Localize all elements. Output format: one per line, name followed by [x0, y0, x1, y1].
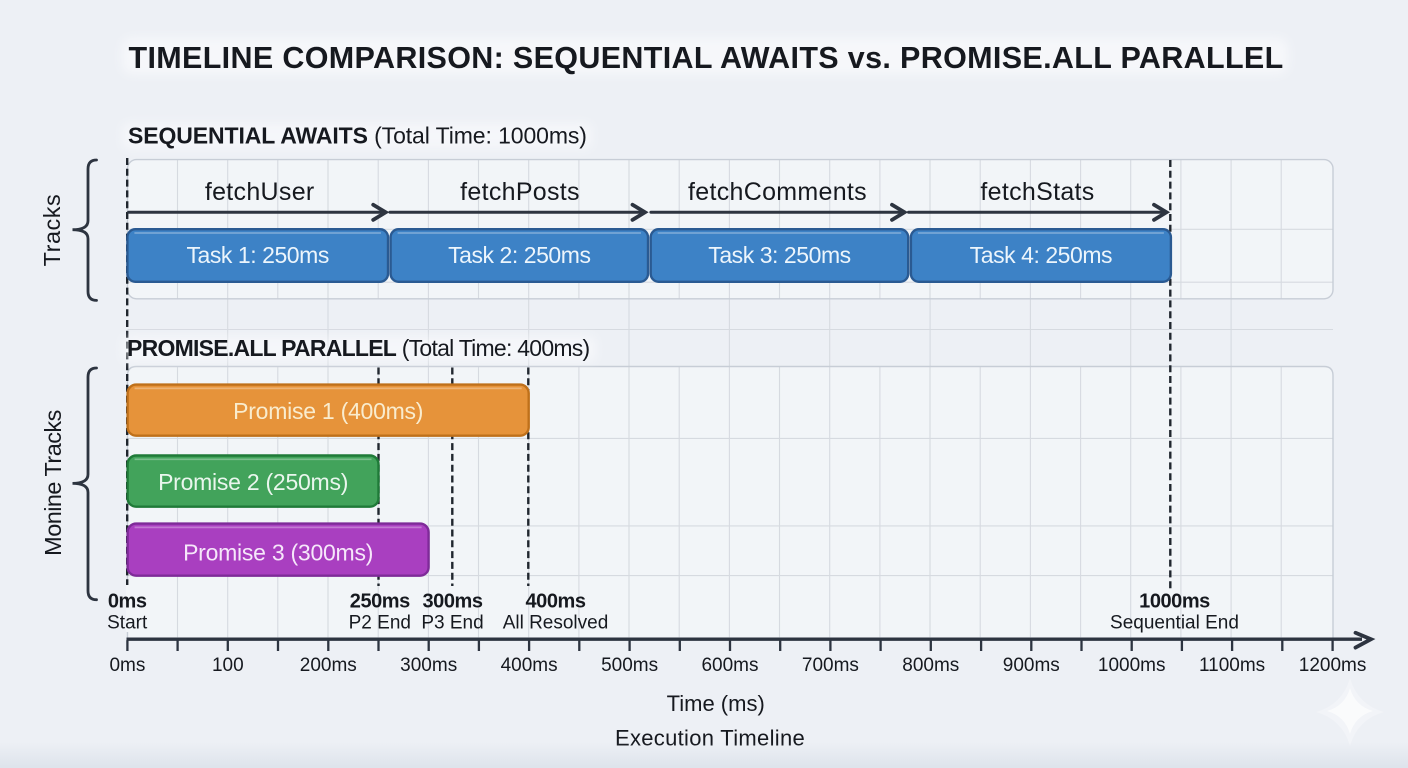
svg-text:900ms: 900ms — [1003, 655, 1060, 676]
svg-text:fetchUser: fetchUser — [205, 178, 315, 206]
svg-text:800ms: 800ms — [902, 655, 959, 676]
svg-text:Promise 2 (250ms): Promise 2 (250ms) — [158, 469, 348, 495]
svg-text:1100ms: 1100ms — [1199, 655, 1265, 676]
svg-text:400ms: 400ms — [501, 655, 558, 676]
svg-text:Task 1: 250ms: Task 1: 250ms — [186, 242, 328, 268]
svg-text:PROMISE.ALL PARALLEL (Total Ti: PROMISE.ALL PARALLEL (Total Time: 400ms) — [127, 335, 590, 361]
svg-text:TIMELINE COMPARISON: SEQUENTIA: TIMELINE COMPARISON: SEQUENTIAL AWAITS v… — [129, 41, 1284, 75]
svg-text:600ms: 600ms — [701, 655, 758, 676]
svg-text:Start: Start — [107, 612, 148, 633]
svg-text:0ms: 0ms — [108, 591, 147, 613]
svg-text:P2 End: P2 End — [349, 612, 411, 633]
svg-text:Time (ms): Time (ms) — [667, 691, 765, 716]
svg-text:Task 2: 250ms: Task 2: 250ms — [448, 242, 590, 268]
svg-text:1000ms: 1000ms — [1098, 655, 1166, 676]
svg-text:100: 100 — [212, 655, 244, 676]
svg-text:fetchPosts: fetchPosts — [460, 178, 580, 206]
svg-text:Sequential End: Sequential End — [1110, 612, 1239, 633]
svg-text:0ms: 0ms — [109, 655, 145, 676]
svg-text:Promise 3 (300ms): Promise 3 (300ms) — [183, 539, 373, 565]
svg-text:SEQUENTIAL AWAITS (Total Time:: SEQUENTIAL AWAITS (Total Time: 1000ms) — [128, 122, 587, 148]
svg-text:Promise 1 (400ms): Promise 1 (400ms) — [233, 398, 423, 424]
svg-text:700ms: 700ms — [802, 655, 859, 676]
svg-text:Monine Tracks: Monine Tracks — [40, 410, 66, 556]
svg-text:200ms: 200ms — [300, 655, 357, 676]
svg-text:Task 3: 250ms: Task 3: 250ms — [708, 242, 850, 268]
svg-text:250ms: 250ms — [350, 591, 410, 613]
svg-text:All Resolved: All Resolved — [503, 612, 609, 633]
svg-text:1200ms: 1200ms — [1299, 655, 1367, 676]
svg-text:fetchComments: fetchComments — [688, 178, 867, 206]
svg-text:P3 End: P3 End — [421, 612, 483, 633]
svg-text:Tracks: Tracks — [39, 194, 65, 267]
svg-text:1000ms: 1000ms — [1139, 591, 1210, 613]
svg-text:300ms: 300ms — [400, 655, 457, 676]
svg-text:Task 4: 250ms: Task 4: 250ms — [970, 242, 1112, 268]
svg-text:300ms: 300ms — [422, 591, 482, 613]
svg-text:fetchStats: fetchStats — [980, 178, 1094, 206]
svg-text:500ms: 500ms — [601, 655, 658, 676]
svg-text:400ms: 400ms — [525, 591, 585, 613]
